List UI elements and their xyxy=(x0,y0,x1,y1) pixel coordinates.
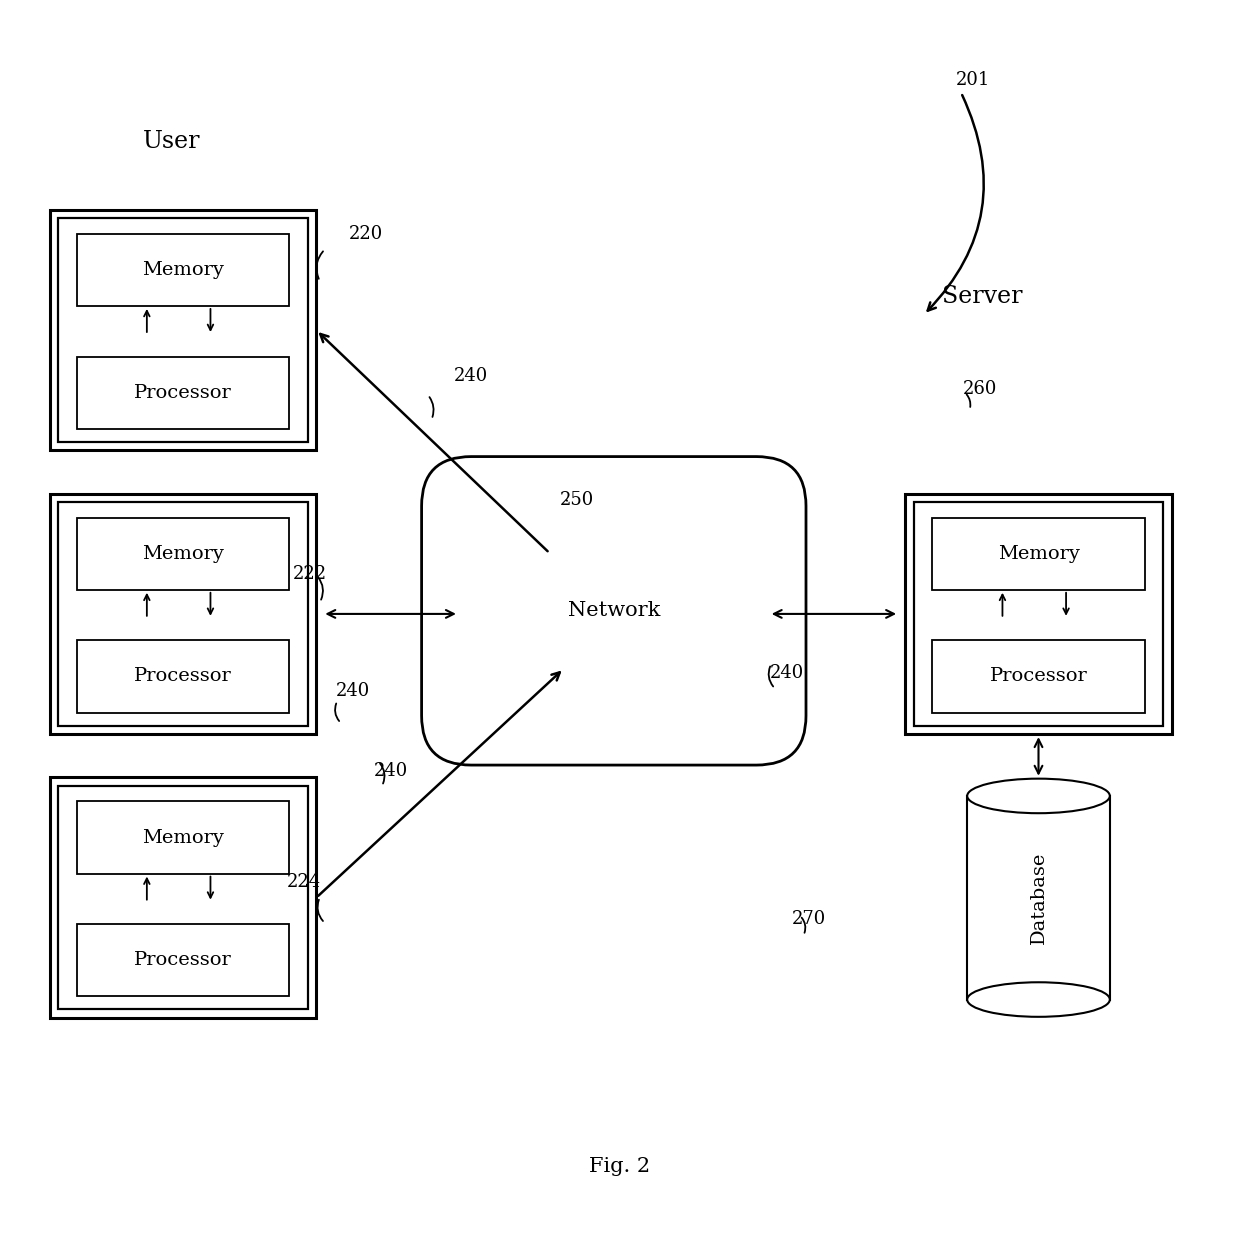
Bar xyxy=(50,777,316,1018)
Text: 260: 260 xyxy=(962,380,997,397)
Bar xyxy=(50,210,316,450)
Text: User: User xyxy=(143,131,200,153)
Text: Server: Server xyxy=(942,285,1023,307)
Text: 224: 224 xyxy=(286,874,321,891)
Text: 240: 240 xyxy=(454,368,489,385)
Bar xyxy=(77,640,289,712)
Text: Memory: Memory xyxy=(141,828,224,847)
Bar xyxy=(58,786,308,1009)
Text: Fig. 2: Fig. 2 xyxy=(589,1156,651,1176)
Text: Processor: Processor xyxy=(134,951,232,969)
Bar xyxy=(50,494,316,734)
Text: Memory: Memory xyxy=(997,544,1080,563)
Text: 250: 250 xyxy=(559,491,594,508)
Bar xyxy=(77,518,289,590)
Text: Memory: Memory xyxy=(141,544,224,563)
Text: Memory: Memory xyxy=(141,260,224,279)
Bar xyxy=(932,640,1145,712)
Bar xyxy=(77,234,289,306)
Text: Database: Database xyxy=(1029,851,1048,944)
Bar xyxy=(77,357,289,428)
Bar xyxy=(77,802,289,874)
Text: Processor: Processor xyxy=(134,668,232,685)
Text: 220: 220 xyxy=(348,226,383,243)
Bar xyxy=(905,494,1172,734)
Bar xyxy=(914,502,1163,726)
Text: 240: 240 xyxy=(373,763,408,780)
Text: Processor: Processor xyxy=(990,668,1087,685)
Bar xyxy=(932,518,1145,590)
Text: Network: Network xyxy=(568,601,660,621)
Ellipse shape xyxy=(967,982,1110,1017)
FancyBboxPatch shape xyxy=(422,457,806,765)
Bar xyxy=(967,796,1110,1000)
Text: 240: 240 xyxy=(770,664,805,681)
Bar xyxy=(77,924,289,996)
Bar xyxy=(58,502,308,726)
Text: 240: 240 xyxy=(336,682,371,700)
Text: 201: 201 xyxy=(956,72,991,89)
Bar xyxy=(58,218,308,442)
Text: 222: 222 xyxy=(293,565,327,582)
Ellipse shape xyxy=(967,779,1110,813)
Text: 270: 270 xyxy=(791,911,826,928)
Text: Processor: Processor xyxy=(134,384,232,401)
